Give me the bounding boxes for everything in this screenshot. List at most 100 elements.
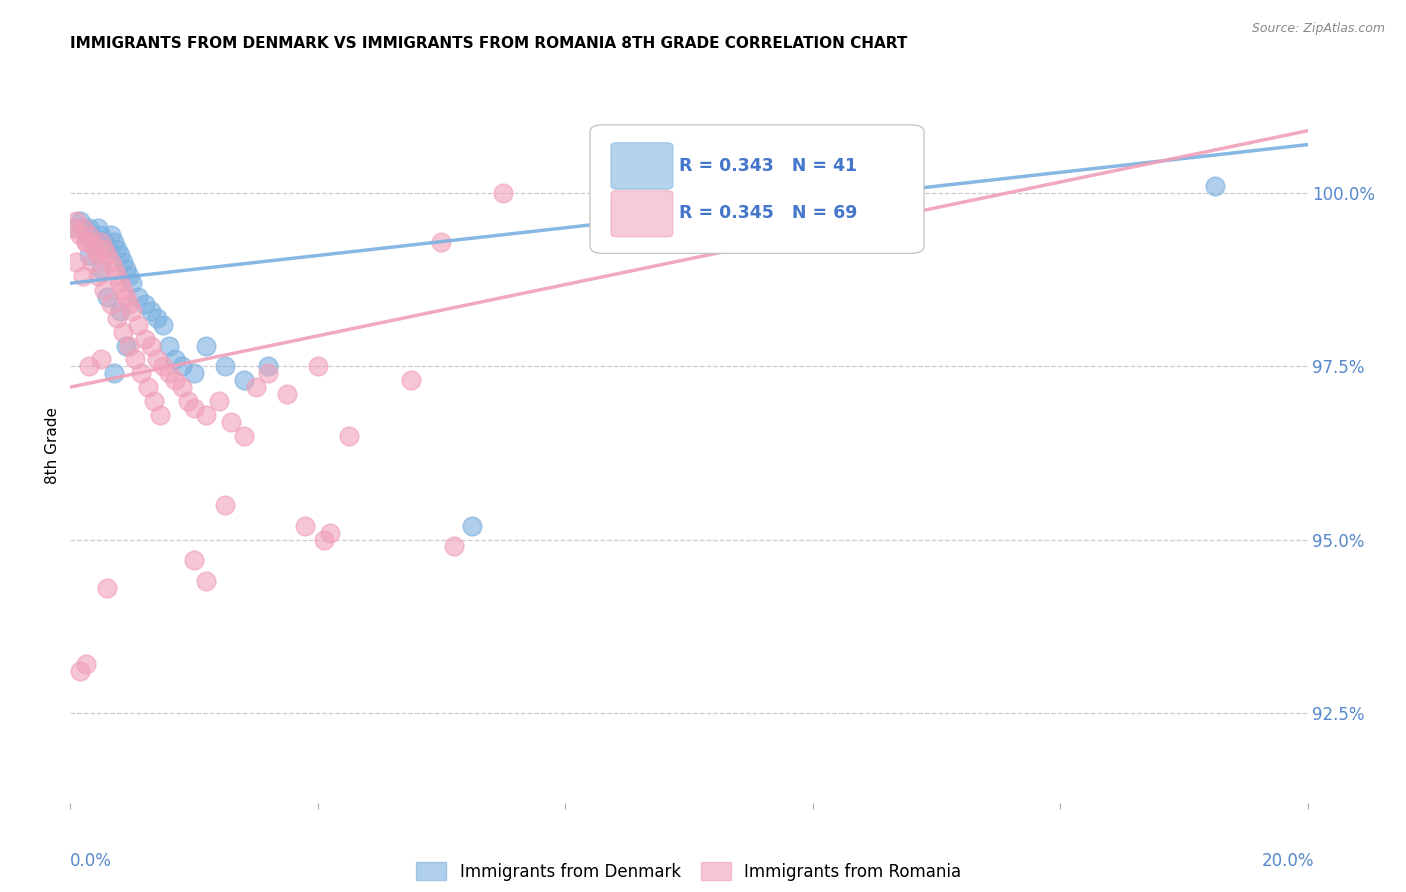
Point: [72, 220, 94, 235]
Point: [492, 186, 515, 201]
Point: [65, 255, 87, 269]
Point: [232, 373, 254, 387]
Point: [72, 220, 94, 235]
Point: [62, 220, 84, 235]
Point: [257, 366, 280, 380]
Point: [894, 186, 917, 201]
Point: [121, 276, 143, 290]
Point: [75, 657, 97, 672]
Point: [96, 290, 118, 304]
Point: [149, 408, 172, 422]
Point: [80, 227, 103, 242]
Point: [157, 366, 180, 380]
Point: [77, 248, 100, 262]
Point: [134, 297, 156, 311]
Point: [165, 352, 187, 367]
Point: [146, 310, 169, 325]
Point: [337, 428, 360, 442]
Point: [170, 359, 193, 374]
Point: [319, 525, 342, 540]
Y-axis label: 8th Grade: 8th Grade: [45, 408, 60, 484]
Point: [108, 276, 131, 290]
Point: [430, 235, 453, 249]
Point: [103, 366, 125, 380]
Point: [96, 581, 118, 595]
Point: [276, 387, 298, 401]
Point: [208, 394, 231, 409]
Legend: Immigrants from Denmark, Immigrants from Romania: Immigrants from Denmark, Immigrants from…: [409, 855, 969, 888]
Point: [65, 214, 87, 228]
Point: [177, 394, 200, 409]
Point: [118, 297, 141, 311]
Text: 0.0%: 0.0%: [70, 852, 112, 870]
Point: [121, 304, 143, 318]
Point: [257, 359, 280, 374]
Point: [93, 283, 115, 297]
Point: [100, 227, 122, 242]
Point: [115, 262, 138, 277]
Point: [69, 214, 91, 228]
Point: [131, 366, 153, 380]
Point: [90, 262, 112, 277]
Point: [115, 338, 138, 352]
Point: [105, 242, 128, 256]
Point: [100, 255, 122, 269]
Point: [183, 553, 205, 567]
Point: [124, 352, 146, 367]
Point: [115, 290, 138, 304]
Point: [84, 242, 107, 256]
Point: [111, 255, 134, 269]
Point: [69, 664, 91, 678]
Point: [195, 338, 218, 352]
Point: [195, 408, 218, 422]
Point: [461, 518, 484, 533]
Point: [170, 380, 193, 394]
Point: [127, 290, 149, 304]
Point: [195, 574, 218, 588]
Point: [245, 380, 267, 394]
Point: [183, 366, 205, 380]
Point: [307, 359, 329, 374]
Point: [165, 373, 187, 387]
Point: [139, 338, 162, 352]
Point: [77, 220, 100, 235]
Point: [75, 235, 97, 249]
Point: [90, 227, 112, 242]
Point: [108, 248, 131, 262]
Point: [118, 338, 141, 352]
FancyBboxPatch shape: [591, 125, 924, 253]
Point: [111, 283, 134, 297]
Text: IMMIGRANTS FROM DENMARK VS IMMIGRANTS FROM ROMANIA 8TH GRADE CORRELATION CHART: IMMIGRANTS FROM DENMARK VS IMMIGRANTS FR…: [70, 36, 908, 51]
Point: [93, 235, 115, 249]
Point: [232, 428, 254, 442]
Point: [75, 227, 97, 242]
Point: [65, 220, 87, 235]
Text: R = 0.345   N = 69: R = 0.345 N = 69: [679, 204, 858, 222]
Point: [214, 498, 236, 512]
Point: [399, 373, 422, 387]
FancyBboxPatch shape: [612, 191, 673, 237]
Point: [84, 235, 107, 249]
Point: [312, 533, 335, 547]
Point: [75, 235, 97, 249]
Text: 20.0%: 20.0%: [1263, 852, 1315, 870]
Point: [111, 325, 134, 339]
Point: [100, 297, 122, 311]
Point: [90, 352, 112, 367]
Point: [108, 304, 131, 318]
Point: [96, 248, 118, 262]
Point: [152, 318, 174, 332]
Point: [93, 242, 115, 256]
Point: [72, 269, 94, 284]
Point: [294, 518, 316, 533]
Point: [69, 227, 91, 242]
Point: [134, 332, 156, 346]
Point: [105, 269, 128, 284]
Point: [146, 352, 169, 367]
Point: [77, 227, 100, 242]
Point: [136, 380, 159, 394]
Point: [90, 235, 112, 249]
Point: [157, 338, 180, 352]
Text: R = 0.343   N = 41: R = 0.343 N = 41: [679, 157, 858, 175]
Point: [152, 359, 174, 374]
